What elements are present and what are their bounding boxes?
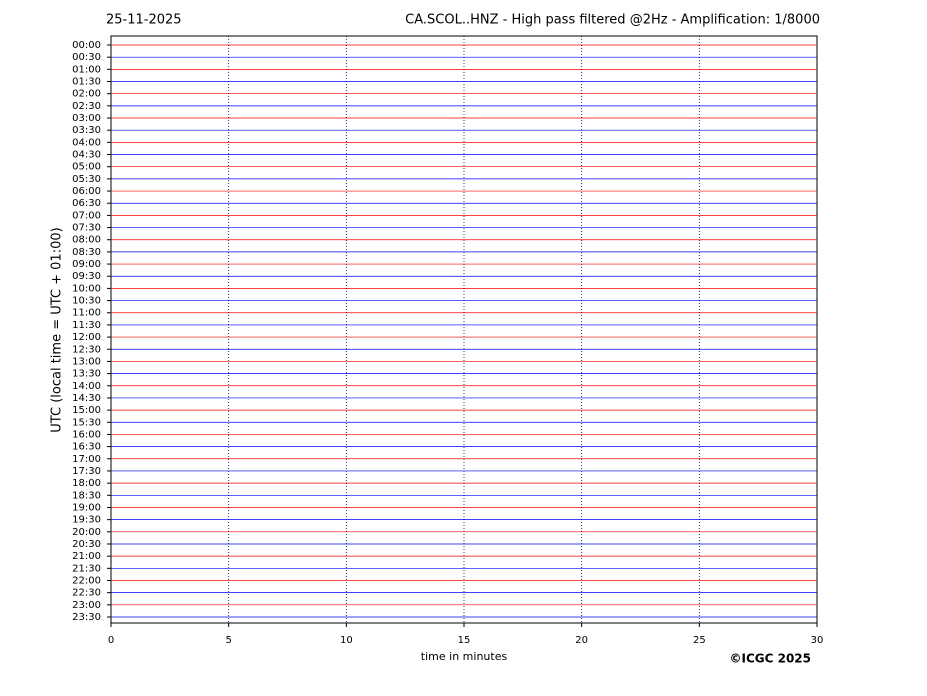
- copyright: ©ICGC 2025: [729, 652, 811, 666]
- x-axis-label: time in minutes: [421, 650, 508, 663]
- y-tick-label: 08:30: [72, 247, 101, 258]
- y-tick-label: 07:30: [72, 223, 101, 234]
- y-tick-label: 09:00: [72, 259, 101, 270]
- y-tick-label: 12:30: [72, 344, 101, 355]
- y-tick-label: 03:30: [72, 125, 101, 136]
- y-tick-label: 18:30: [72, 490, 101, 501]
- y-tick-label: 09:30: [72, 271, 101, 282]
- y-tick-label: 05:00: [72, 162, 101, 173]
- y-tick-label: 11:00: [72, 308, 101, 319]
- y-tick-label: 01:00: [72, 64, 101, 75]
- x-tick-label: 25: [693, 635, 706, 646]
- x-tick-label: 20: [575, 635, 588, 646]
- y-tick-label: 04:00: [72, 137, 101, 148]
- y-tick-label: 13:30: [72, 369, 101, 380]
- y-tick-label: 17:00: [72, 454, 101, 465]
- y-tick-label: 15:30: [72, 417, 101, 428]
- y-tick-label: 17:30: [72, 466, 101, 477]
- x-tick-label: 10: [340, 635, 353, 646]
- chart-title: CA.SCOL..HNZ - High pass filtered @2Hz -…: [405, 13, 820, 28]
- y-tick-label: 13:00: [72, 356, 101, 367]
- y-tick-label: 06:00: [72, 186, 101, 197]
- y-tick-label: 19:30: [72, 515, 101, 526]
- y-tick-label: 06:30: [72, 198, 101, 209]
- date: 25-11-2025: [106, 13, 182, 28]
- y-tick-label: 00:00: [72, 40, 101, 51]
- y-tick-label: 05:30: [72, 174, 101, 185]
- y-tick-label: 11:30: [72, 320, 101, 331]
- y-tick-label: 22:30: [72, 588, 101, 599]
- y-tick-label: 20:30: [72, 539, 101, 550]
- y-axis-label: UTC (local time = UTC + 01:00): [50, 227, 65, 432]
- y-tick-label: 00:30: [72, 52, 101, 63]
- y-tick-label: 10:30: [72, 296, 101, 307]
- y-tick-label: 21:30: [72, 563, 101, 574]
- y-tick-label: 15:00: [72, 405, 101, 416]
- y-tick-label: 10:00: [72, 283, 101, 294]
- y-tick-label: 02:30: [72, 101, 101, 112]
- x-tick-label: 15: [458, 635, 471, 646]
- y-tick-label: 02:00: [72, 89, 101, 100]
- y-tick-label: 12:00: [72, 332, 101, 343]
- x-tick-label: 0: [108, 635, 114, 646]
- y-tick-label: 01:30: [72, 77, 101, 88]
- x-tick-label: 5: [225, 635, 231, 646]
- y-tick-label: 19:00: [72, 502, 101, 513]
- y-tick-label: 14:30: [72, 393, 101, 404]
- y-tick-label: 16:00: [72, 429, 101, 440]
- x-tick-label: 30: [811, 635, 824, 646]
- y-tick-label: 16:30: [72, 442, 101, 453]
- y-tick-label: 07:00: [72, 210, 101, 221]
- y-tick-label: 21:00: [72, 551, 101, 562]
- y-tick-label: 14:00: [72, 381, 101, 392]
- y-tick-label: 23:30: [72, 612, 101, 623]
- y-tick-label: 04:30: [72, 150, 101, 161]
- y-tick-label: 18:00: [72, 478, 101, 489]
- y-tick-label: 20:00: [72, 527, 101, 538]
- y-tick-label: 23:00: [72, 600, 101, 611]
- y-tick-label: 03:00: [72, 113, 101, 124]
- y-tick-label: 22:00: [72, 575, 101, 586]
- y-tick-label: 08:00: [72, 235, 101, 246]
